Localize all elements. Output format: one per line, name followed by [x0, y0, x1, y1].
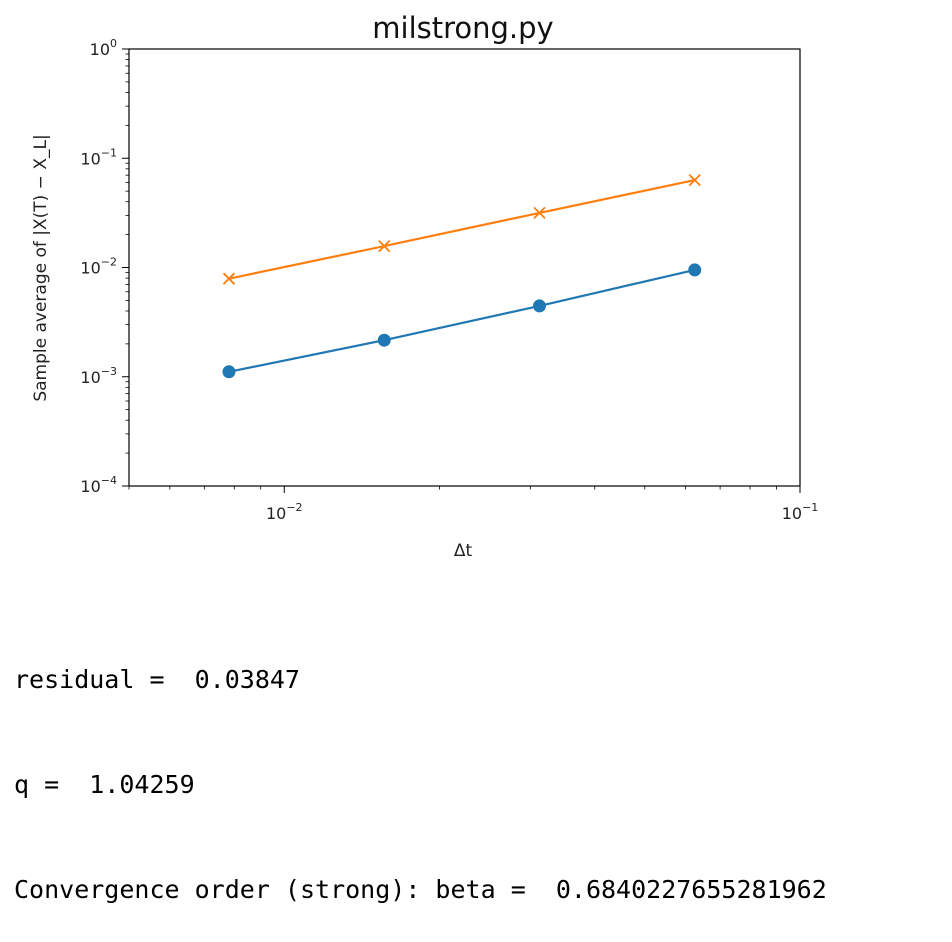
- axis-ticks: 10−2 10−1 100 10−1 10−2 10−3 10−4: [80, 37, 818, 523]
- data-point: [222, 272, 236, 285]
- x-axis-label: Δt: [454, 541, 473, 561]
- series-2-line: [228, 179, 695, 280]
- chart: milstrong.py 10−2 10−1 100 10−1 10−2 10−3 10−4…: [31, 11, 818, 561]
- y-tick-label: 10−3: [80, 365, 117, 387]
- series-2: [222, 173, 701, 285]
- data-point: [378, 239, 391, 253]
- data-point: [222, 365, 236, 379]
- y-tick-label: 10−4: [80, 474, 117, 496]
- y-axis-label-text: Sample average of |X(T) − X_L|: [31, 134, 51, 401]
- x-axis-label-text: Δt: [454, 541, 473, 561]
- y-tick-label: 10−2: [80, 256, 117, 278]
- data-point: [377, 333, 391, 347]
- y-axis-label: Sample average of |X(T) − X_L|: [31, 134, 51, 401]
- series-layer: [222, 173, 702, 379]
- output-line-residual: residual = 0.03847: [14, 665, 300, 694]
- series-1-line: [228, 268, 695, 373]
- data-point: [533, 206, 546, 220]
- series-1: [222, 263, 702, 379]
- output-line-beta: Convergence order (strong): beta = 0.684…: [14, 875, 827, 904]
- data-point: [688, 173, 701, 187]
- y-tick-label: 100: [90, 37, 117, 59]
- y-tick-label: 10−1: [80, 146, 117, 168]
- data-point: [688, 263, 702, 277]
- data-point: [532, 299, 546, 313]
- console-output: residual = 0.03847 q = 1.04259 Convergen…: [14, 592, 827, 942]
- output-line-q: q = 1.04259: [14, 770, 195, 799]
- x-tick-label: 10−1: [782, 501, 819, 523]
- chart-title: milstrong.py: [372, 11, 553, 45]
- x-tick-label: 10−2: [266, 501, 303, 523]
